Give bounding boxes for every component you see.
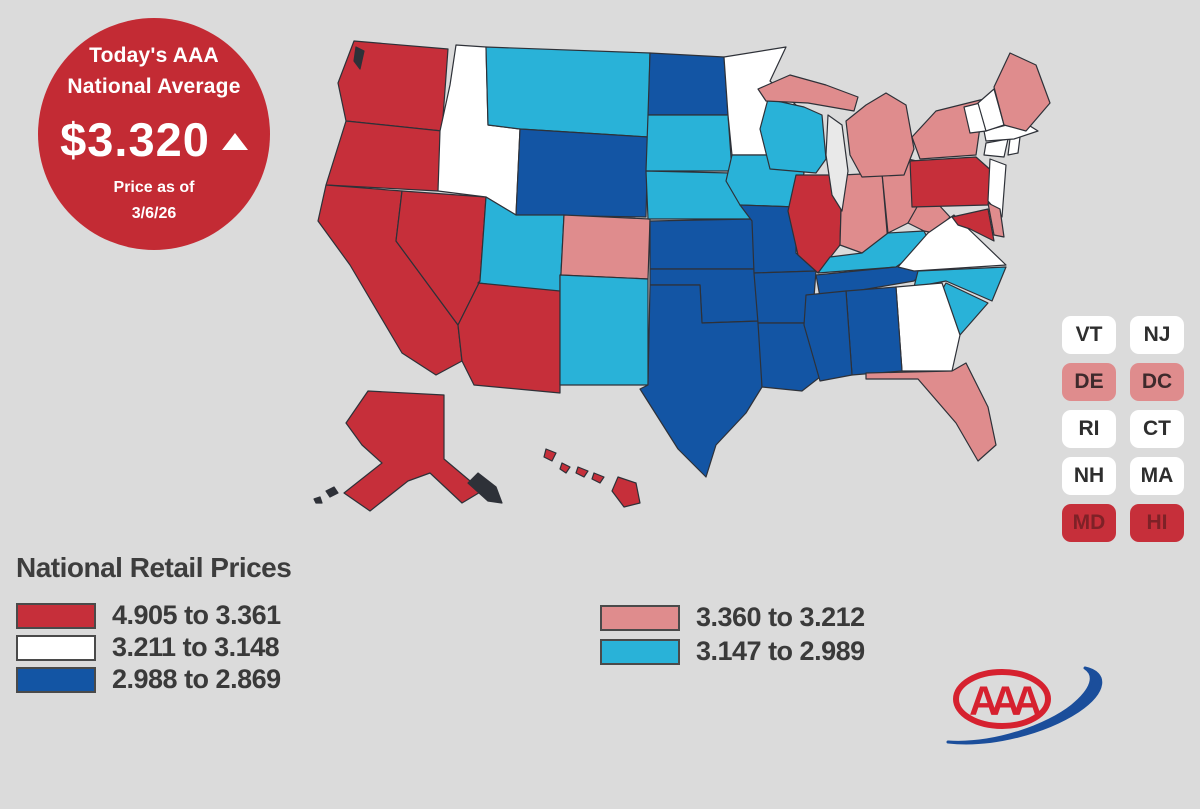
state-box-md[interactable]: MD (1062, 504, 1116, 542)
legend-label: 2.988 to 2.869 (112, 664, 281, 694)
state-box-dc[interactable]: DC (1130, 363, 1184, 401)
state-hi[interactable] (591, 472, 605, 484)
legend-label: 3.147 to 2.989 (696, 636, 865, 666)
legend-label: 3.211 to 3.148 (112, 632, 280, 662)
badge-title-line2: National Average (67, 74, 241, 98)
state-la[interactable] (757, 322, 821, 392)
state-ct[interactable] (983, 138, 1009, 158)
legend-swatch-red (16, 602, 96, 629)
state-box-ct[interactable]: CT (1130, 410, 1184, 448)
aaa-logo-text: AAA (969, 677, 1041, 723)
state-wa[interactable] (337, 40, 449, 132)
legend-swatch-cyan (600, 638, 680, 665)
badge-price-as-of: Price as of (113, 179, 195, 197)
state-ks[interactable] (649, 218, 757, 270)
alaska-panhandle-islands (467, 472, 503, 504)
legend-swatch-navy (16, 666, 96, 693)
state-az[interactable] (457, 280, 561, 394)
us-price-map (313, 40, 1051, 512)
badge-title-line1: Today's AAA (89, 44, 219, 68)
state-box-nh[interactable]: NH (1062, 457, 1116, 495)
state-de[interactable] (987, 202, 1005, 238)
state-hi[interactable] (575, 466, 589, 478)
state-tx[interactable] (639, 284, 763, 478)
state-me[interactable] (993, 52, 1051, 132)
logo-swoosh (946, 666, 1103, 745)
state-or[interactable] (325, 120, 443, 192)
state-sd[interactable] (645, 114, 733, 172)
state-box-vt[interactable]: VT (1062, 316, 1116, 354)
state-wi[interactable] (759, 98, 827, 174)
state-va[interactable] (897, 214, 1007, 272)
badge-price: $3.320 (60, 113, 210, 167)
state-nm[interactable] (559, 274, 649, 386)
state-wy[interactable] (515, 128, 649, 218)
aleutian-islands (325, 486, 339, 498)
state-nd[interactable] (647, 52, 729, 116)
state-mi[interactable] (845, 92, 915, 178)
legend-row: 3.360 to 3.212 (600, 602, 865, 633)
state-box-nj[interactable]: NJ (1130, 316, 1184, 354)
state-hi[interactable] (611, 476, 641, 508)
state-box-ri[interactable]: RI (1062, 410, 1116, 448)
legend-row: 4.905 to 3.361 (16, 600, 281, 631)
state-mt[interactable] (485, 46, 651, 138)
legend-title: National Retail Prices (16, 552, 292, 583)
state-box-hi[interactable]: HI (1130, 504, 1184, 542)
state-mi[interactable] (757, 74, 859, 112)
aleutian-islands (313, 496, 323, 504)
state-nc[interactable] (913, 266, 1007, 302)
logo-oval (953, 669, 1051, 729)
legend-row: 2.988 to 2.869 (16, 664, 281, 695)
state-ms[interactable] (803, 290, 853, 382)
state-hi[interactable] (559, 462, 571, 474)
badge-date: 3/6/26 (131, 204, 177, 222)
national-average-badge: Today's AAA National Average $3.320 Pric… (38, 18, 270, 250)
legend-label: 3.360 to 3.212 (696, 602, 865, 632)
legend-label: 4.905 to 3.361 (112, 600, 281, 630)
state-md[interactable] (951, 208, 995, 242)
state-box-ma[interactable]: MA (1130, 457, 1184, 495)
legend-swatch-white (16, 634, 96, 661)
state-fl[interactable] (865, 362, 997, 462)
state-pa[interactable] (909, 156, 995, 208)
state-nj[interactable] (987, 158, 1007, 218)
legend-row: 3.211 to 3.148 (16, 632, 280, 663)
state-box-de[interactable]: DE (1062, 363, 1116, 401)
legend-row: 3.147 to 2.989 (600, 636, 865, 667)
puget-sound (353, 46, 365, 70)
state-al[interactable] (845, 286, 903, 376)
aaa-logo: AAA (946, 666, 1103, 745)
state-hi[interactable] (543, 448, 557, 462)
legend-swatch-pink (600, 604, 680, 631)
state-ak[interactable] (343, 390, 483, 512)
up-arrow-icon (221, 133, 248, 151)
lake-michigan (825, 114, 849, 212)
